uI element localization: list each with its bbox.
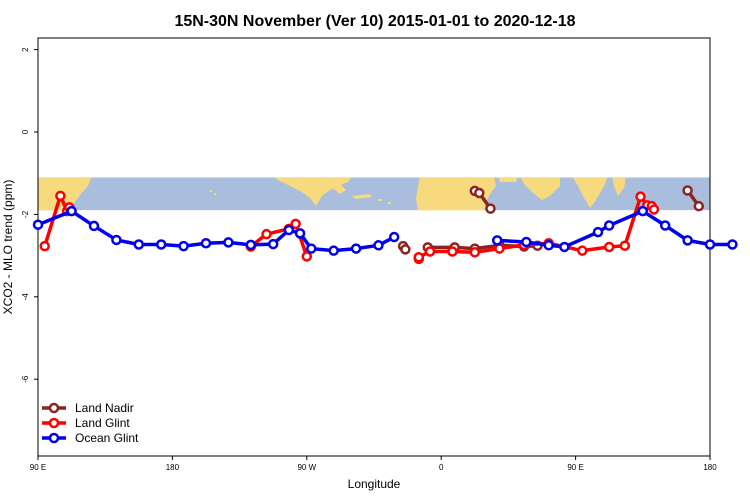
legend-label: Land Glint: [75, 416, 130, 430]
data-point: [413, 251, 425, 263]
data-point: [133, 239, 145, 250]
data-point: [39, 240, 50, 252]
data-point: [603, 220, 615, 231]
series-line: [37, 209, 395, 253]
data-point: [727, 239, 738, 250]
legend-item: Land Glint: [42, 416, 130, 430]
data-point: [592, 226, 604, 238]
data-point: [559, 241, 570, 253]
data-point: [474, 187, 485, 199]
x-tick-label: 90 E: [567, 463, 583, 472]
land-shape: [210, 190, 212, 192]
data-point: [200, 237, 212, 249]
land-shape: [330, 184, 346, 194]
y-tick-label: -6: [21, 375, 30, 383]
data-point: [485, 203, 496, 214]
data-point: [648, 204, 660, 215]
data-point: [350, 243, 362, 254]
data-point: [223, 237, 234, 248]
data-point: [88, 220, 100, 232]
data-point: [373, 240, 384, 251]
data-point: [635, 191, 646, 202]
data-point: [693, 200, 705, 212]
legend-item: Land Nadir: [42, 401, 134, 415]
series-ocean-glint: [32, 205, 738, 256]
data-point: [704, 239, 716, 250]
x-tick-label: 90 E: [30, 463, 46, 472]
y-tick-label: 2: [21, 47, 30, 52]
y-axis-label: XCO2 - MLO trend (ppm): [1, 180, 15, 315]
data-point: [543, 240, 554, 251]
data-point: [245, 239, 257, 251]
data-point: [155, 239, 167, 250]
land-shape: [378, 199, 382, 201]
legend-label: Land Nadir: [75, 401, 134, 415]
x-axis-label: Longitude: [348, 477, 401, 491]
data-point: [66, 205, 77, 217]
legend-marker: [48, 402, 60, 414]
y-tick-label: -2: [21, 210, 30, 218]
legend-item: Ocean Glint: [42, 431, 139, 445]
data-point: [659, 220, 671, 231]
data-point: [178, 240, 189, 252]
legend-marker: [48, 432, 60, 444]
data-point: [400, 244, 411, 255]
data-point: [301, 251, 313, 262]
data-point: [294, 228, 306, 239]
land-shape: [352, 194, 372, 199]
data-point: [521, 236, 532, 248]
x-tick-label: 180: [166, 463, 180, 472]
data-point: [111, 234, 122, 246]
data-point: [447, 246, 458, 257]
chart-title: 15N-30N November (Ver 10) 2015-01-01 to …: [174, 13, 575, 30]
ocean-background: [38, 177, 710, 211]
x-tick-label: 90 W: [297, 463, 316, 472]
x-tick-label: 0: [439, 463, 444, 472]
data-point: [283, 224, 295, 236]
land-shape: [388, 202, 391, 204]
data-point: [469, 247, 481, 258]
data-point: [494, 243, 505, 254]
data-point: [491, 235, 503, 246]
land-shape: [572, 177, 608, 208]
data-point: [637, 205, 649, 217]
land-shape: [498, 177, 518, 182]
data-point: [261, 228, 272, 240]
data-point: [32, 219, 44, 230]
data-point: [290, 218, 301, 230]
land-shape: [214, 193, 216, 195]
series-line: [497, 209, 733, 249]
world-map-band: [38, 177, 710, 211]
data-point: [603, 241, 615, 253]
x-axis: 90 E 180 90 W 0 90 E 180: [30, 456, 717, 472]
data-point: [267, 238, 279, 250]
y-axis: 2 0 -2 -4 -6: [21, 47, 38, 383]
data-point: [388, 231, 400, 243]
land-masses: [38, 177, 626, 211]
data-point: [306, 243, 317, 254]
data-point: [577, 245, 588, 256]
legend-label: Ocean Glint: [75, 431, 139, 445]
data-point: [55, 190, 66, 202]
data-point: [424, 246, 436, 257]
land-shape: [612, 177, 626, 196]
y-tick-label: -4: [21, 293, 30, 301]
series-layer: [32, 185, 738, 265]
land-shape: [520, 177, 560, 200]
data-point: [619, 240, 631, 251]
land-shape: [416, 177, 496, 211]
land-shape: [273, 177, 352, 206]
data-point: [682, 235, 693, 246]
y-tick-label: 0: [21, 129, 30, 134]
x-tick-label: 180: [703, 463, 717, 472]
legend-marker: [48, 417, 60, 429]
data-point: [328, 245, 339, 256]
data-point: [682, 185, 693, 196]
